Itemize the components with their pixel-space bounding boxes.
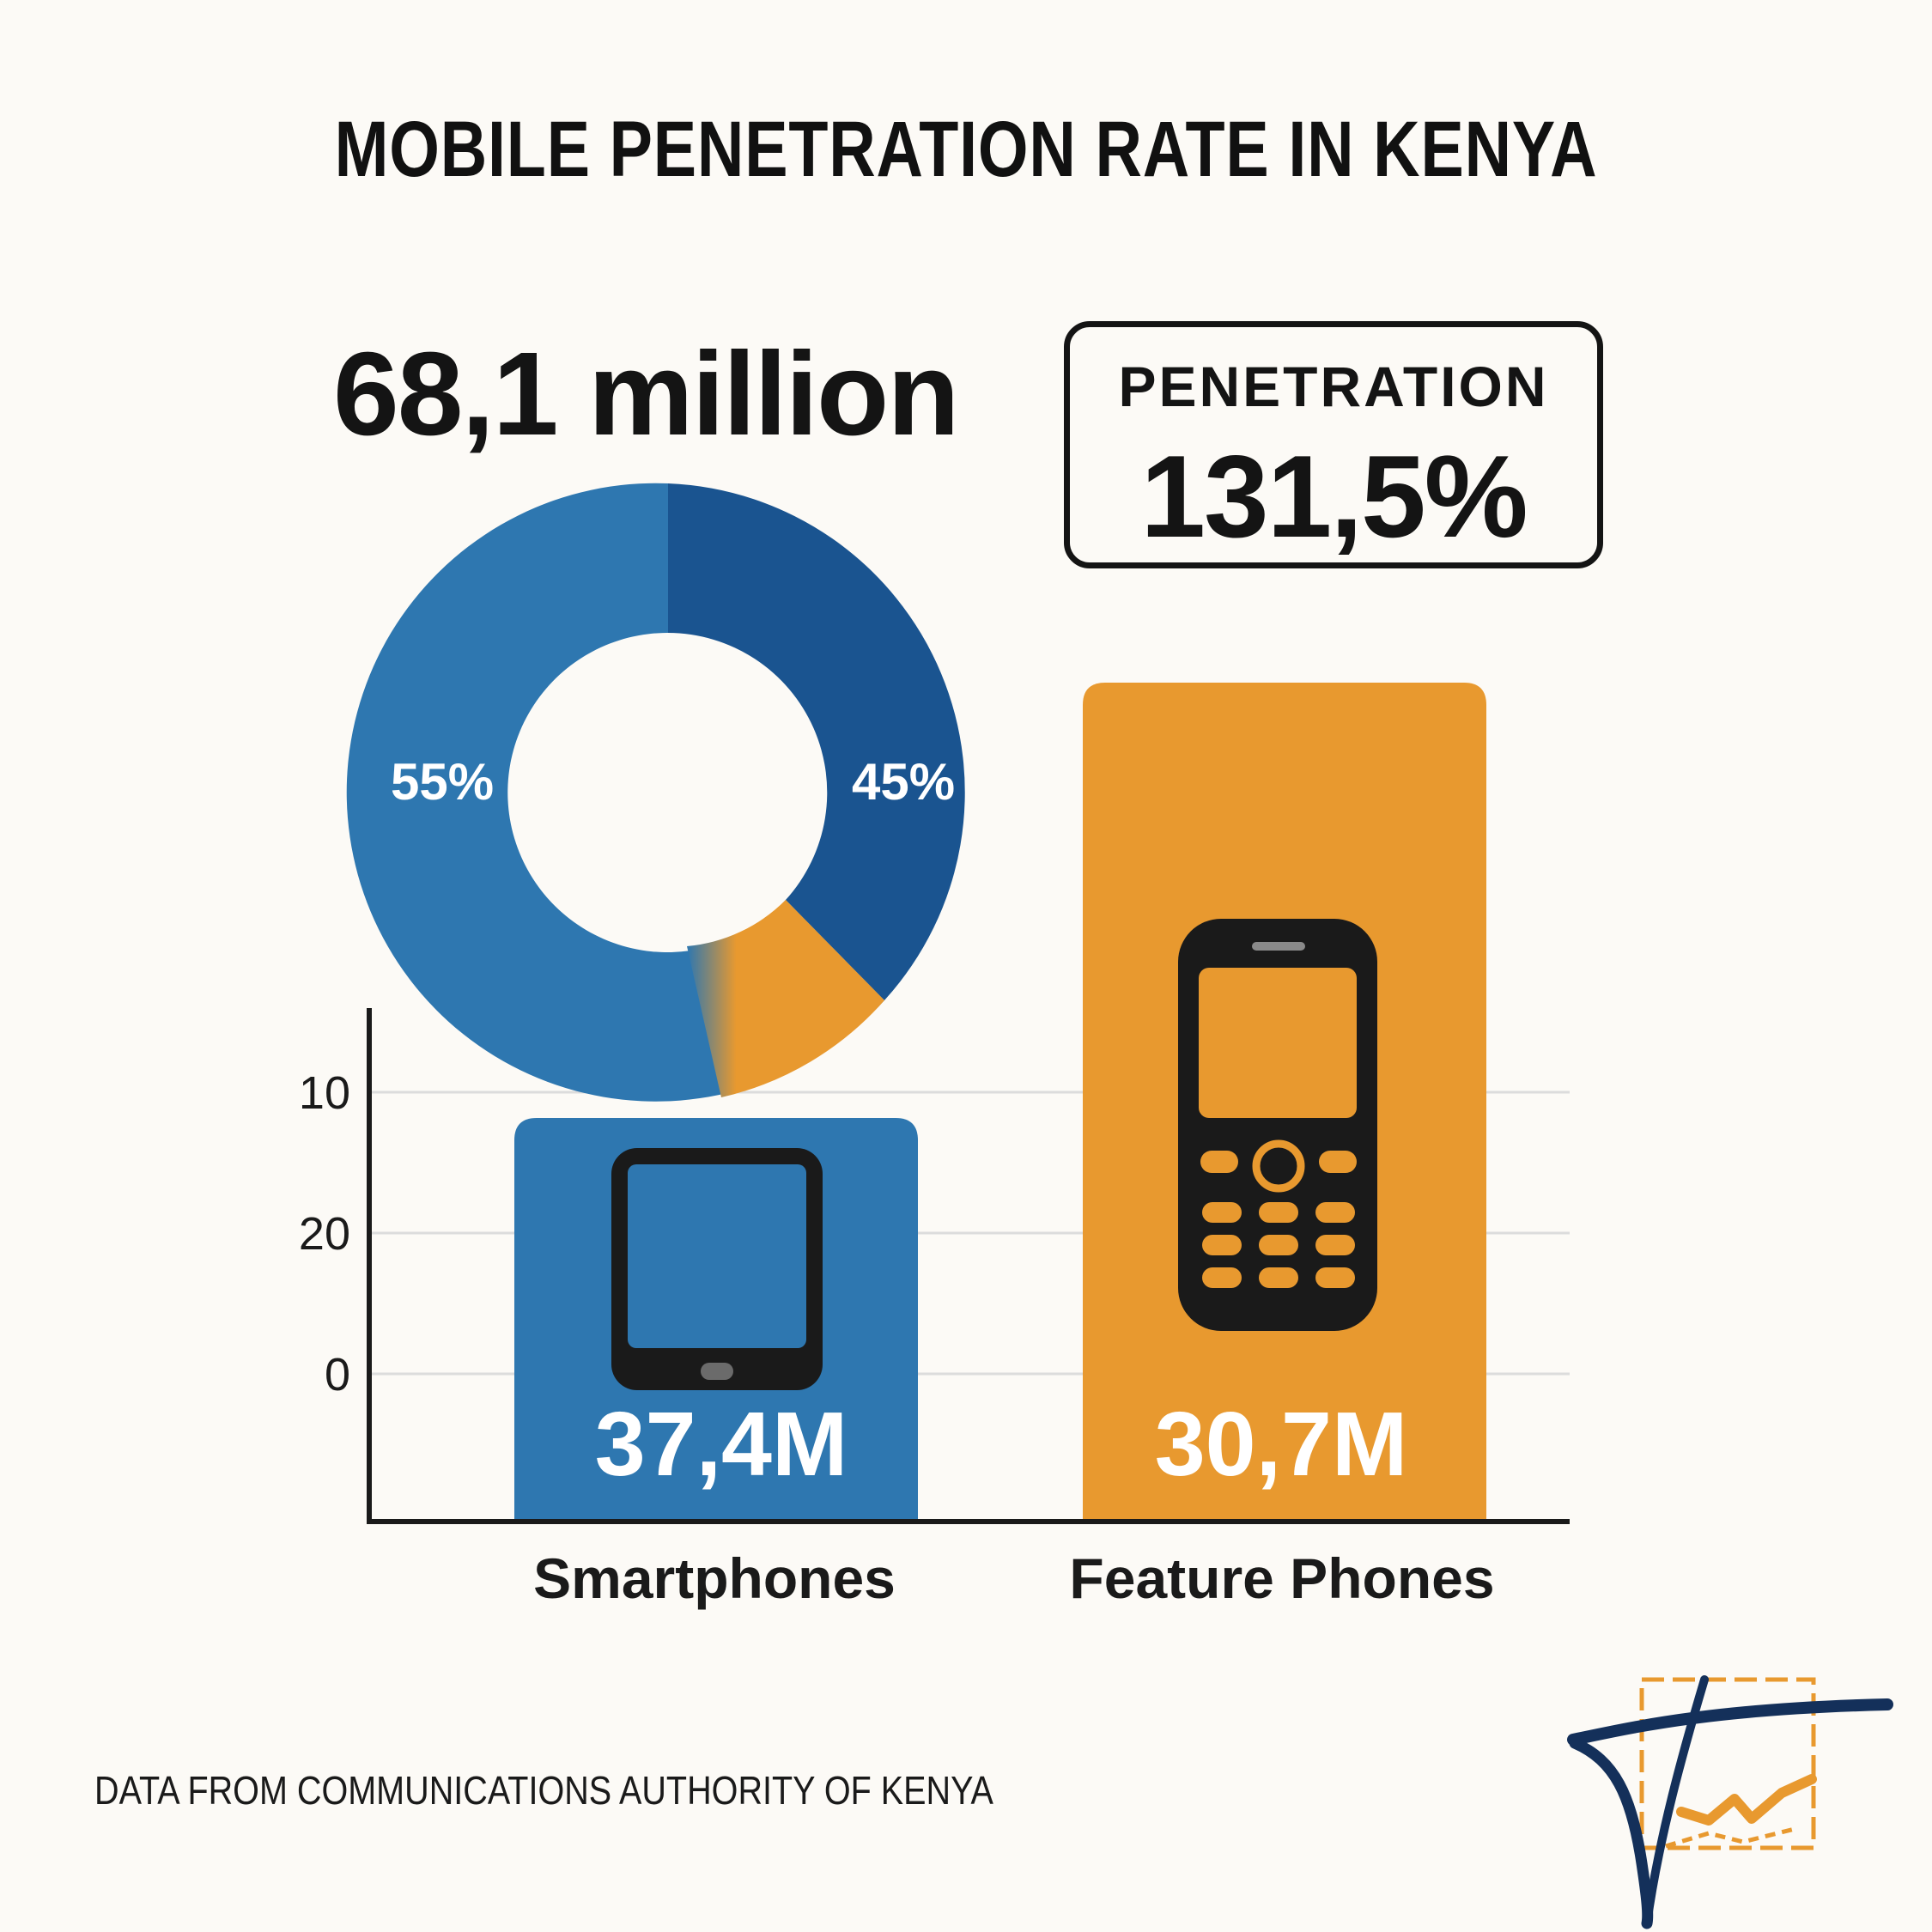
y-tick-label: 10 xyxy=(299,1067,350,1119)
donut-chart xyxy=(346,483,965,1102)
penetration-label: PENETRATION xyxy=(1118,355,1549,418)
donut-label-45: 45% xyxy=(852,753,955,811)
total-subscriptions: 68,1 million xyxy=(333,328,960,460)
penetration-box xyxy=(1064,321,1603,568)
y-tick-label: 20 xyxy=(299,1208,350,1260)
donut-orange-segment xyxy=(687,900,884,1097)
bar-value-label: 37,4M xyxy=(594,1394,848,1495)
category-label: Smartphones xyxy=(533,1546,896,1610)
feature-phone-icon xyxy=(1178,919,1377,1331)
donut-label-55: 55% xyxy=(391,753,494,811)
penetration-value: 131,5% xyxy=(1140,431,1528,562)
brand-logo xyxy=(1567,1675,1893,1929)
bar-value-label: 30,7M xyxy=(1154,1394,1408,1495)
category-label: Feature Phones xyxy=(1069,1546,1495,1610)
source-note: DATA FROM COMMUNICATIONS AUTHORITY OF KE… xyxy=(94,1768,993,1813)
smartphone-icon xyxy=(611,1148,823,1390)
y-tick-label: 0 xyxy=(325,1349,350,1400)
donut-slice-45 xyxy=(668,483,965,1000)
chart-title: MOBILE PENETRATION RATE IN KENYA xyxy=(334,106,1598,193)
